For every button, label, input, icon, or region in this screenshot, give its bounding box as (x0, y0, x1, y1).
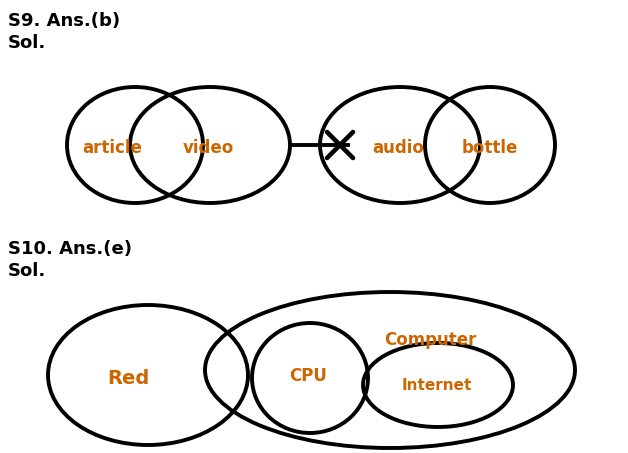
Text: video: video (182, 139, 234, 157)
Text: S9. Ans.(b): S9. Ans.(b) (8, 12, 120, 30)
Text: audio: audio (372, 139, 424, 157)
Text: S10. Ans.(e): S10. Ans.(e) (8, 240, 132, 258)
Text: Sol.: Sol. (8, 34, 46, 52)
Text: Red: Red (107, 368, 149, 387)
Text: Sol.: Sol. (8, 262, 46, 280)
Text: bottle: bottle (462, 139, 518, 157)
Text: Internet: Internet (402, 379, 472, 394)
Text: Computer: Computer (384, 331, 476, 349)
Text: CPU: CPU (289, 367, 327, 385)
Text: article: article (82, 139, 142, 157)
